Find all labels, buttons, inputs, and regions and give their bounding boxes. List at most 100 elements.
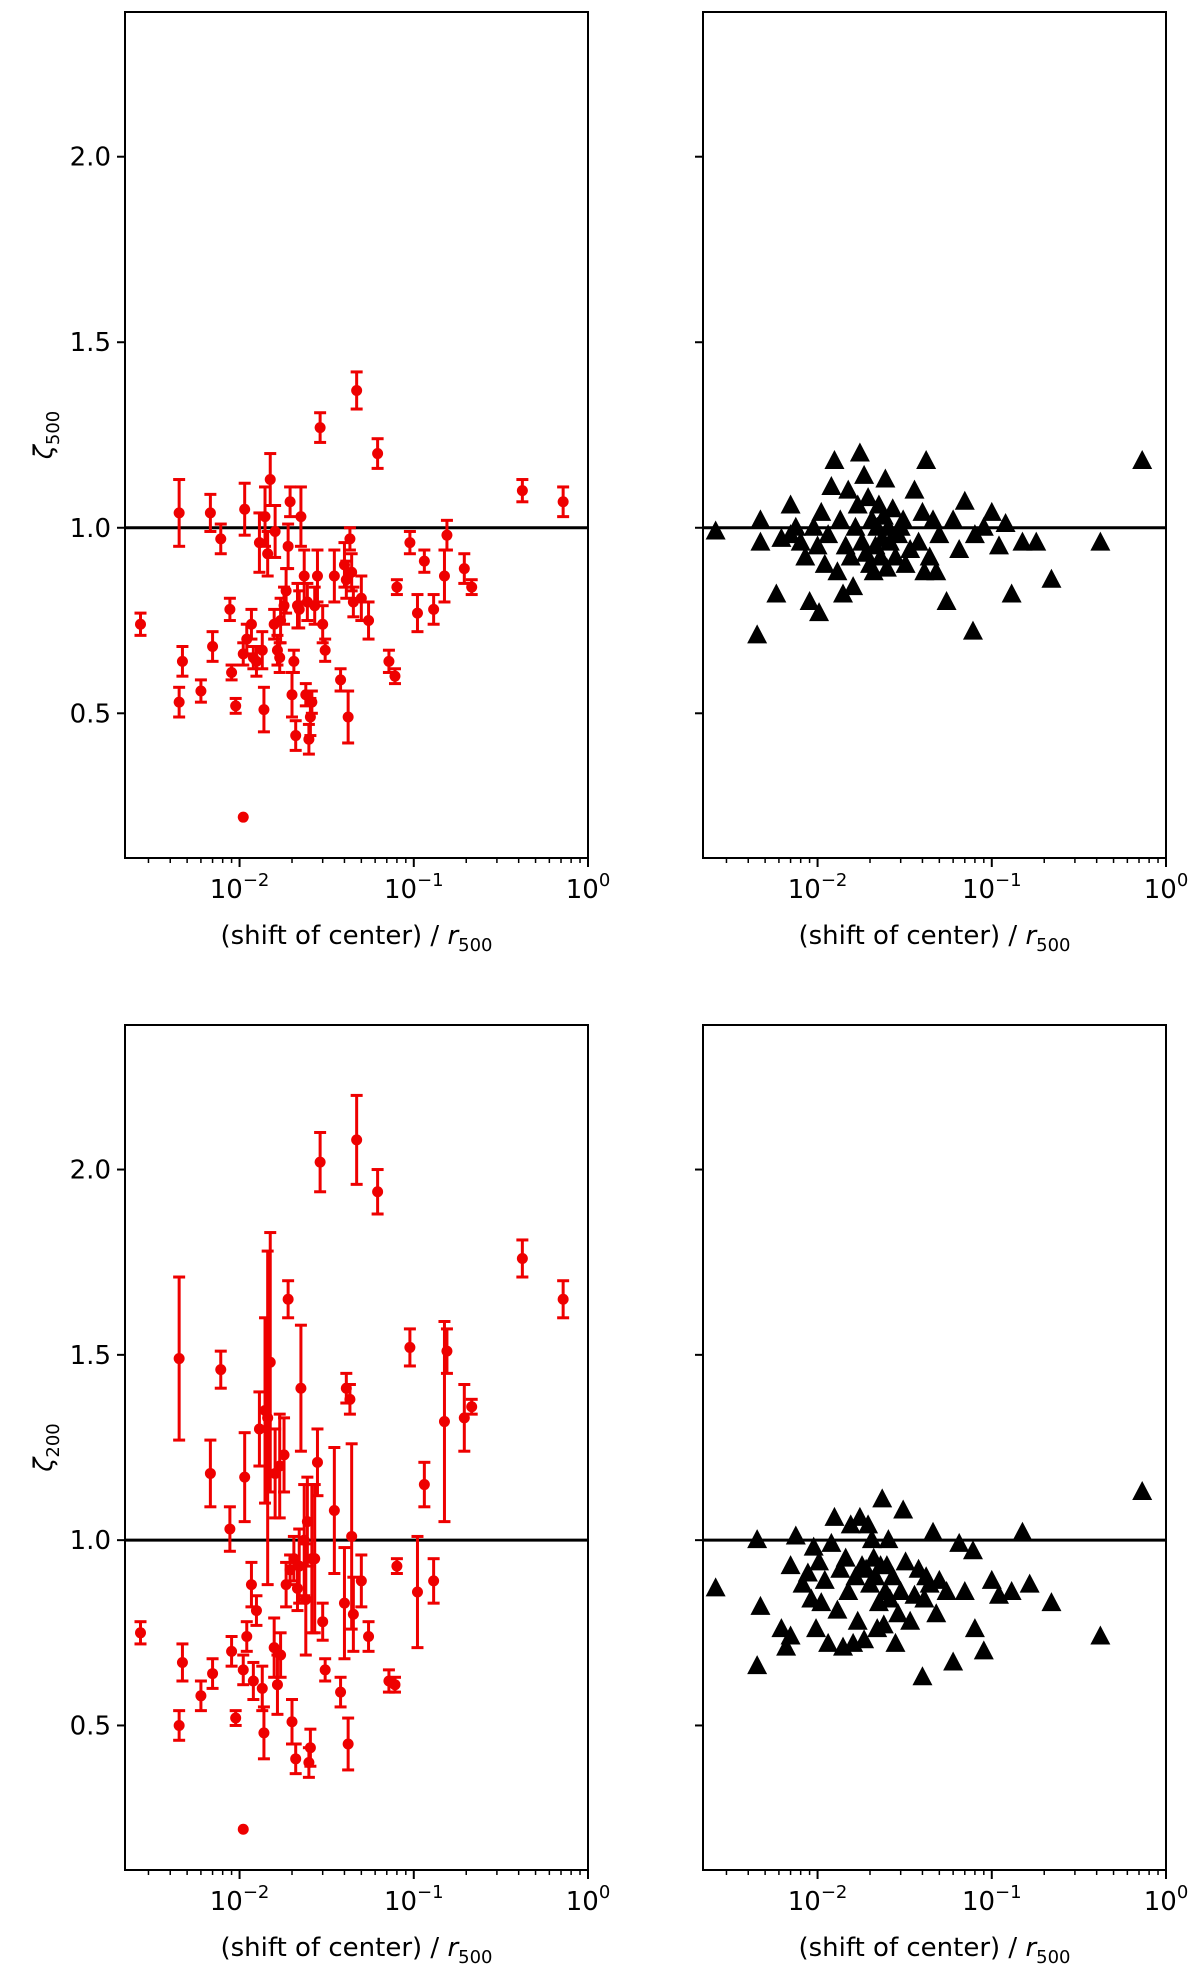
data-point [806, 1618, 827, 1638]
data-point [750, 509, 771, 529]
data-point [885, 1632, 906, 1652]
data-marker [466, 1401, 478, 1413]
data-point [305, 689, 318, 715]
data-marker [438, 1416, 450, 1428]
data-point [264, 1231, 277, 1494]
y-tick-label: 1.5 [70, 328, 111, 358]
y-axis-label: ζ200 [29, 1423, 64, 1473]
data-point [954, 1581, 975, 1601]
data-marker [269, 525, 281, 537]
data-marker [441, 529, 453, 541]
data-point [843, 576, 864, 596]
data-point [319, 637, 332, 663]
data-point [173, 1709, 186, 1742]
data-marker [355, 1575, 367, 1587]
data-marker [207, 641, 219, 652]
x-tick-label: 100 [566, 870, 611, 905]
data-point [747, 624, 768, 644]
data-marker [458, 563, 470, 575]
data-point [747, 1655, 768, 1675]
data-marker [389, 1679, 401, 1691]
data-marker [250, 1605, 262, 1617]
data-marker [195, 1690, 207, 1702]
data-point [929, 524, 950, 544]
data-point [847, 494, 868, 514]
data-point [223, 596, 236, 623]
data-point [225, 663, 238, 682]
data-point [1090, 531, 1111, 551]
data-point [830, 509, 851, 529]
data-point [908, 531, 929, 551]
data-marker [293, 1560, 305, 1572]
data-marker [328, 570, 340, 582]
data-point [289, 1742, 302, 1776]
data-point [964, 1618, 985, 1638]
data-point [256, 1664, 269, 1713]
data-point [811, 1592, 832, 1612]
data-point [995, 513, 1016, 533]
data-point [250, 645, 263, 678]
data-point [766, 583, 787, 603]
x-tick-label: 10−1 [384, 1882, 444, 1917]
data-point [964, 524, 985, 544]
data-marker [293, 603, 305, 615]
data-marker [335, 1686, 347, 1698]
x-tick-label: 10−2 [210, 870, 270, 905]
data-point [865, 1566, 886, 1586]
x-axis-label: (shift of center) / r500 [220, 1933, 492, 1968]
x-axis-label: (shift of center) / r500 [798, 921, 1070, 956]
data-point [824, 449, 845, 469]
data-point [343, 1382, 356, 1416]
data-point [780, 1625, 801, 1645]
data-point [238, 481, 251, 537]
data-point [875, 468, 896, 488]
data-marker [328, 1505, 340, 1517]
data-point [271, 1653, 284, 1716]
data-marker [311, 570, 323, 582]
data-marker [372, 448, 384, 460]
data-point [795, 546, 816, 566]
data-marker [344, 1393, 356, 1405]
data-marker [280, 585, 292, 597]
data-marker [516, 1252, 528, 1264]
data-point [304, 1727, 317, 1768]
data-marker [314, 1156, 326, 1168]
data-point [308, 1483, 321, 1635]
data-marker [351, 384, 363, 396]
data-point [797, 1562, 818, 1582]
data-point [282, 522, 295, 571]
data-marker [215, 533, 227, 545]
data-point [814, 553, 835, 573]
data-marker [239, 503, 251, 515]
data-marker [363, 615, 375, 627]
data-marker [215, 1364, 227, 1376]
data-point [818, 524, 839, 544]
data-point [273, 641, 286, 674]
data-point [173, 1275, 186, 1442]
data-marker [224, 603, 236, 615]
data-marker [411, 607, 423, 619]
data-point [962, 1540, 983, 1560]
data-point [286, 670, 299, 719]
data-point [747, 1529, 768, 1549]
data-marker [309, 1553, 321, 1565]
data-point [776, 1636, 797, 1656]
data-point [838, 479, 859, 499]
data-point [362, 600, 375, 641]
data-point [1090, 1625, 1111, 1645]
data-point [411, 1534, 424, 1650]
data-point [895, 1551, 916, 1571]
data-point [840, 546, 861, 566]
data-marker [230, 1712, 242, 1724]
data-marker [173, 1353, 185, 1365]
data-marker [391, 581, 403, 593]
data-marker [278, 600, 290, 612]
y-tick-label: 2.0 [70, 1156, 111, 1186]
data-point [286, 1698, 299, 1746]
data-marker [383, 655, 395, 667]
data-point [287, 648, 300, 674]
data-point [350, 370, 363, 411]
data-point [204, 1438, 217, 1509]
data-point [269, 504, 282, 559]
data-point [919, 546, 940, 566]
